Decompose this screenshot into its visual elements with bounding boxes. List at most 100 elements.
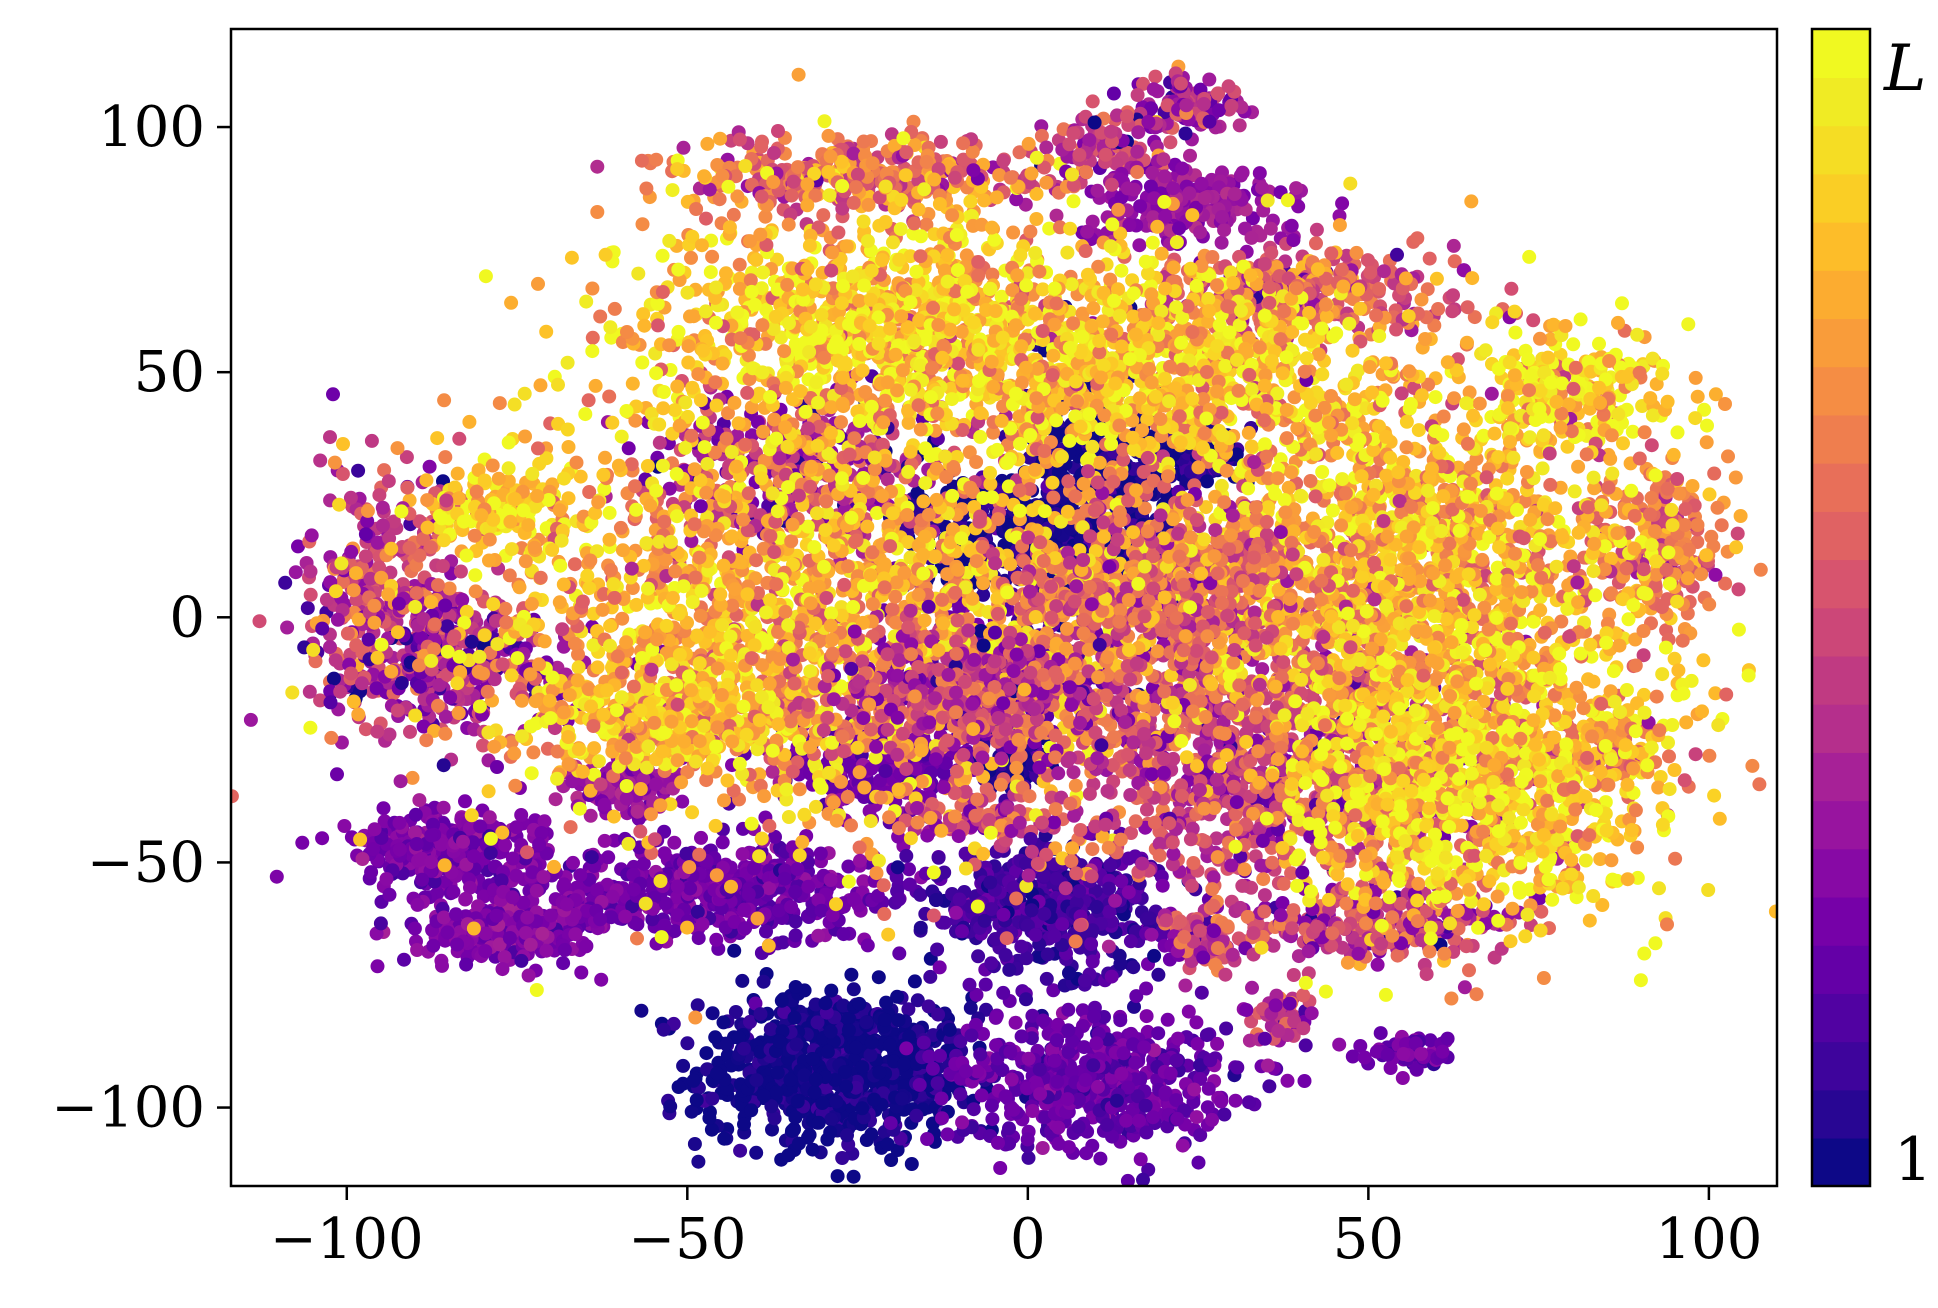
scatter-point (769, 1085, 784, 1100)
scatter-point (343, 490, 358, 505)
scatter-point (473, 819, 488, 834)
scatter-point (1146, 1110, 1160, 1125)
scatter-point (663, 1099, 678, 1114)
scatter-point (913, 920, 928, 935)
scatter-point (1020, 1132, 1035, 1147)
scatter-point (375, 500, 390, 515)
scatter-point (370, 959, 385, 974)
scatter-point (925, 1061, 940, 1076)
scatter-point (1100, 1117, 1115, 1132)
scatter-point (483, 846, 498, 860)
scatter-point (313, 453, 328, 468)
scatter-point (891, 892, 906, 907)
scatter-point (556, 956, 571, 971)
scatter-point (409, 837, 424, 851)
scatter-point (679, 846, 694, 861)
scatter-point (435, 958, 449, 973)
scatter-point (1112, 948, 1127, 963)
scatter-point (955, 1115, 970, 1130)
scatter-point (984, 1098, 999, 1113)
scatter-point (1304, 1006, 1319, 1021)
scatter-point (901, 1002, 916, 1017)
scatter-point (315, 831, 330, 846)
scatter-point (788, 884, 803, 899)
scatter-point (426, 938, 441, 953)
scatter-point (984, 956, 999, 971)
scatter-point (902, 877, 917, 892)
scatter-point (783, 1072, 798, 1087)
scatter-point (1014, 1029, 1029, 1044)
scatter-point (1004, 1072, 1019, 1087)
scatter-point (836, 927, 851, 942)
scatter-point (1128, 1055, 1143, 1070)
scatter-point (1062, 966, 1076, 980)
scatter-point (1033, 1087, 1048, 1101)
scatter-point (1047, 1053, 1062, 1068)
scatter-point (710, 1066, 724, 1081)
scatter-point (704, 1122, 719, 1137)
scatter-point (978, 977, 993, 992)
scatter-point (1194, 985, 1209, 1000)
scatter-point (1050, 1074, 1065, 1089)
scatter-point (379, 872, 394, 886)
scatter-point (619, 791, 634, 806)
scatter-point (304, 528, 319, 543)
scatter-point (1035, 1141, 1050, 1155)
scatter-point (1373, 1026, 1388, 1041)
scatter-point (367, 822, 382, 837)
scatter-point (835, 1151, 850, 1165)
scatter-point (548, 792, 563, 807)
scatter-point (863, 1048, 878, 1062)
scatter-point (1208, 957, 1223, 972)
scatter-point (1170, 1111, 1185, 1126)
scatter-point (1061, 1023, 1076, 1038)
scatter-point (1002, 1121, 1016, 1136)
scatter-point (1217, 1107, 1232, 1122)
scatter-point (497, 950, 512, 964)
scatter-point (864, 1035, 879, 1050)
scatter-point (784, 900, 799, 914)
scatter-point (529, 883, 544, 898)
scatter-point (852, 996, 867, 1011)
scatter-point (410, 897, 425, 912)
scatter-point (872, 1065, 887, 1080)
scatter-point (502, 931, 517, 945)
scatter-point (495, 962, 510, 977)
scatter-point (1050, 1033, 1065, 1048)
scatter-point (505, 890, 520, 905)
scatter-point (498, 838, 513, 853)
scatter-point (744, 1103, 759, 1118)
scatter-point (756, 1088, 771, 1103)
scatter-point (929, 893, 944, 907)
scatter-point (1160, 1012, 1175, 1027)
scatter-point (910, 993, 925, 1008)
scatter-point (675, 794, 690, 809)
scatter-point (824, 1112, 839, 1127)
scatter-point (514, 808, 529, 822)
scatter-point (1280, 1073, 1295, 1088)
scatter-point (376, 801, 391, 816)
scatter-point (883, 1116, 898, 1131)
scatter-point (823, 1024, 838, 1039)
scatter-point (907, 974, 922, 989)
scatter-point (458, 892, 473, 907)
scatter-point (1136, 1172, 1150, 1186)
scatter-point (648, 777, 663, 792)
scatter-point (509, 820, 524, 835)
scatter-point (690, 904, 705, 919)
scatter-point (1039, 971, 1054, 986)
scatter-point (355, 852, 370, 866)
scatter-point (1025, 1104, 1040, 1118)
scatter-point (855, 1060, 870, 1075)
scatter-point (890, 860, 905, 875)
scatter-point (302, 684, 317, 699)
scatter-point (767, 1111, 782, 1126)
scatter-point (520, 910, 535, 925)
scatter-point (871, 970, 886, 985)
scatter-point (458, 794, 472, 809)
scatter-point (574, 965, 589, 980)
scatter-point (763, 1022, 778, 1037)
scatter-point (1380, 1047, 1395, 1062)
scatter-point (1061, 1002, 1076, 1017)
scatter-point (252, 614, 267, 629)
